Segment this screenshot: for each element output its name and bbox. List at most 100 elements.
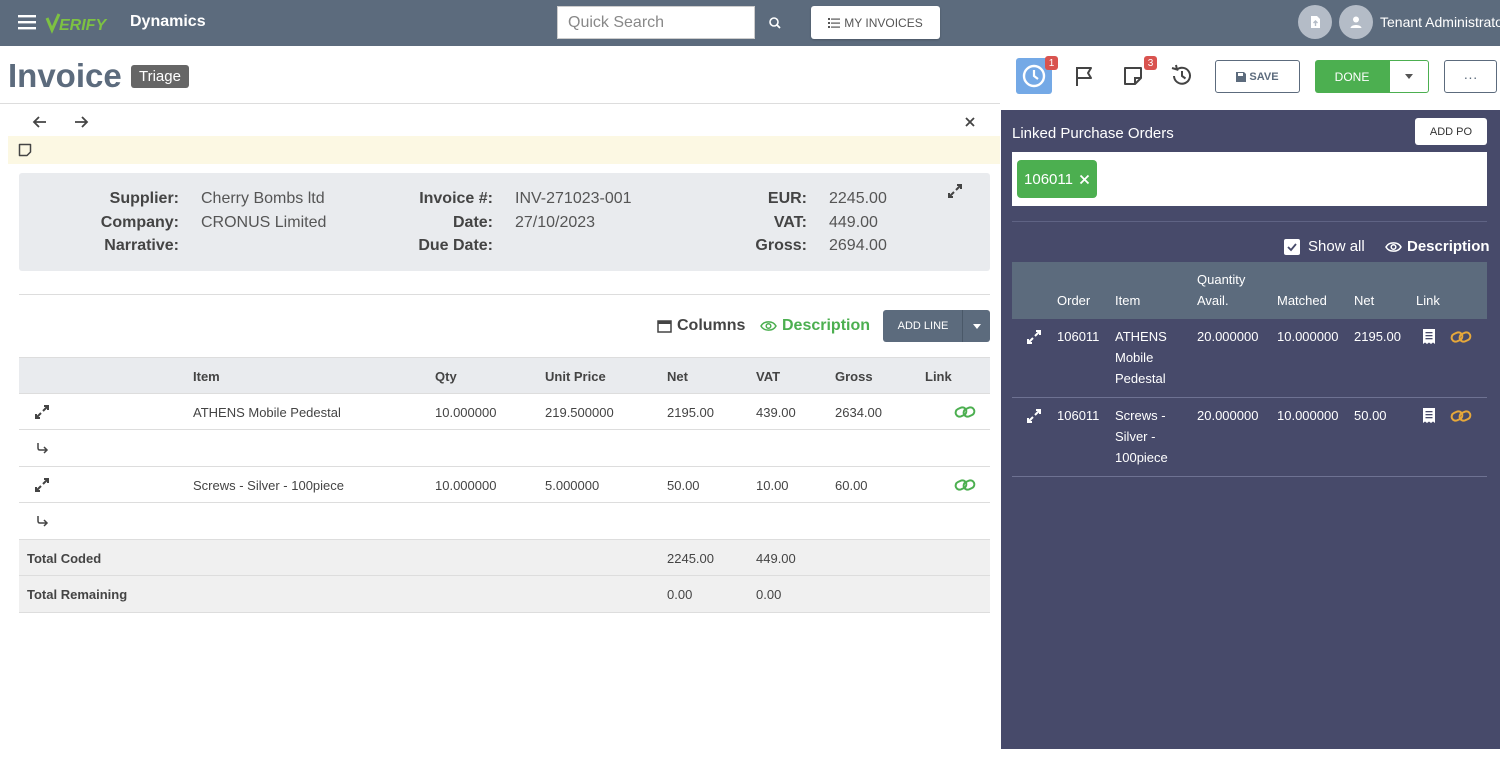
subdirectory-arrow-icon[interactable] [33,439,51,457]
po-panel-title: Linked Purchase Orders [1012,125,1174,142]
top-nav-bar: ERIFY Dynamics MY INVOICES Tenant Admini… [0,0,1500,46]
save-button[interactable]: SAVE [1215,60,1300,93]
linked-chain-icon[interactable] [954,476,976,494]
po-chip: 106011 [1017,160,1097,198]
table-row[interactable]: ATHENS Mobile Pedestal 10.000000 219.500… [19,394,990,430]
qty-column-header[interactable]: Qty [435,369,457,384]
unit-price-column-header[interactable]: Unit Price [545,369,606,384]
vat-label: VAT: [773,214,807,231]
receipt-icon[interactable] [1422,407,1436,424]
linked-chain-icon[interactable] [954,403,976,421]
line-vat: 439.00 [756,404,796,420]
show-all-checkbox[interactable]: Show all [1284,238,1365,255]
user-icon [1350,16,1362,28]
vat-column-header[interactable]: VAT [756,369,781,384]
more-actions-button[interactable]: ··· [1444,60,1497,93]
currency-label: EUR: [767,190,807,207]
add-po-button[interactable]: ADD PO [1415,118,1487,145]
company-value: CRONUS Limited [201,214,327,231]
section-divider [19,294,990,295]
upload-document-button[interactable] [1298,5,1332,39]
history-clock-button[interactable]: 1 [1016,56,1058,94]
line-net: 2195.00 [667,404,714,420]
gross-column-header[interactable]: Gross [835,369,873,384]
description-label: Description [782,317,871,334]
note-bar [8,136,1000,164]
total-coded-net: 2245.00 [667,550,714,566]
po-table-row[interactable]: 106011 Screws - Silver - 100piece 20.000… [1012,398,1487,477]
line-unit-price: 5.000000 [545,477,600,493]
check-icon [1287,242,1297,251]
due-date-label: Due Date: [418,237,493,254]
audit-history-button[interactable] [1164,58,1200,94]
table-row[interactable]: Screws - Silver - 100piece 10.000000 5.0… [19,467,990,503]
link-po-icon[interactable] [1450,407,1472,425]
clock-icon [1022,64,1046,88]
po-item-line: Mobile [1115,350,1154,365]
user-avatar[interactable] [1339,5,1373,39]
floppy-icon [1236,71,1247,82]
table-subrow [19,430,990,467]
total-coded-label: Total Coded [27,550,102,566]
description-toggle[interactable]: Description [760,317,870,335]
menu-icon[interactable] [17,12,37,32]
line-gross: 2634.00 [835,404,882,420]
expand-row-icon[interactable] [33,403,51,421]
po-chip-label: 106011 [1024,170,1073,188]
expand-row-icon[interactable] [1025,407,1043,425]
done-dropdown-toggle[interactable] [1389,60,1429,93]
invoice-number-value: INV-271023-001 [515,190,632,207]
add-line-dropdown-toggle[interactable] [962,310,990,342]
table-subrow [19,503,990,540]
total-remaining-label: Total Remaining [27,587,128,602]
flag-button[interactable] [1066,58,1102,94]
checkbox[interactable] [1284,238,1300,255]
company-label: Company: [100,214,179,231]
po-table-header: Order Item Quantity Avail. Matched Net L… [1012,262,1487,319]
user-name[interactable]: Tenant Administrator [1380,14,1500,30]
add-line-button[interactable]: ADD LINE [883,310,963,342]
net-column-header[interactable]: Net [667,369,688,384]
remove-icon[interactable] [1079,174,1090,185]
po-description-toggle[interactable]: Description [1385,238,1490,255]
po-description-label: Description [1407,238,1490,255]
close-icon[interactable] [962,114,978,130]
back-arrow-icon[interactable] [31,113,49,131]
linked-po-field[interactable]: 106011 [1012,152,1487,206]
done-button[interactable]: DONE [1315,60,1389,93]
line-item: Screws - Silver - 100piece [193,477,344,493]
expand-icon[interactable] [946,182,964,200]
columns-button[interactable]: Columns [657,317,745,335]
link-column-header: Link [925,369,952,384]
po-table-row[interactable]: 106011 ATHENS Mobile Pedestal 20.000000 … [1012,319,1487,398]
expand-row-icon[interactable] [1025,328,1043,346]
date-value: 27/10/2023 [515,214,596,231]
notes-button[interactable]: 3 [1115,56,1157,94]
po-item: Screws - Silver - 100piece [1115,405,1168,468]
my-invoices-button[interactable]: MY INVOICES [811,6,940,39]
quick-search-input[interactable] [557,6,755,39]
po-item-column-header: Item [1115,293,1141,308]
gross-label: Gross: [755,237,807,254]
brand-name: Dynamics [130,13,206,30]
avail-column-header: Avail. [1197,293,1229,308]
item-column-header[interactable]: Item [193,369,220,384]
sticky-note-icon[interactable] [18,143,32,157]
po-matched: 10.000000 [1277,408,1339,423]
receipt-icon[interactable] [1422,328,1436,345]
invoice-summary [19,173,990,271]
po-order: 106011 [1057,408,1100,423]
line-qty: 10.000000 [435,404,497,420]
forward-arrow-icon[interactable] [72,113,90,131]
po-item-line: Silver - [1115,429,1156,444]
subdirectory-arrow-icon[interactable] [33,512,51,530]
invoice-number-label: Invoice #: [419,190,493,207]
search-icon[interactable] [765,13,785,33]
expand-row-icon[interactable] [33,476,51,494]
line-net: 50.00 [667,477,700,493]
link-po-icon[interactable] [1450,328,1472,346]
invoice-lines-table: Item Qty Unit Price Net VAT Gross Link A… [19,357,990,613]
total-coded-row: Total Coded 2245.00 449.00 [19,539,990,576]
total-remaining-vat: 0.00 [756,587,782,602]
po-link-column-header: Link [1416,293,1440,308]
